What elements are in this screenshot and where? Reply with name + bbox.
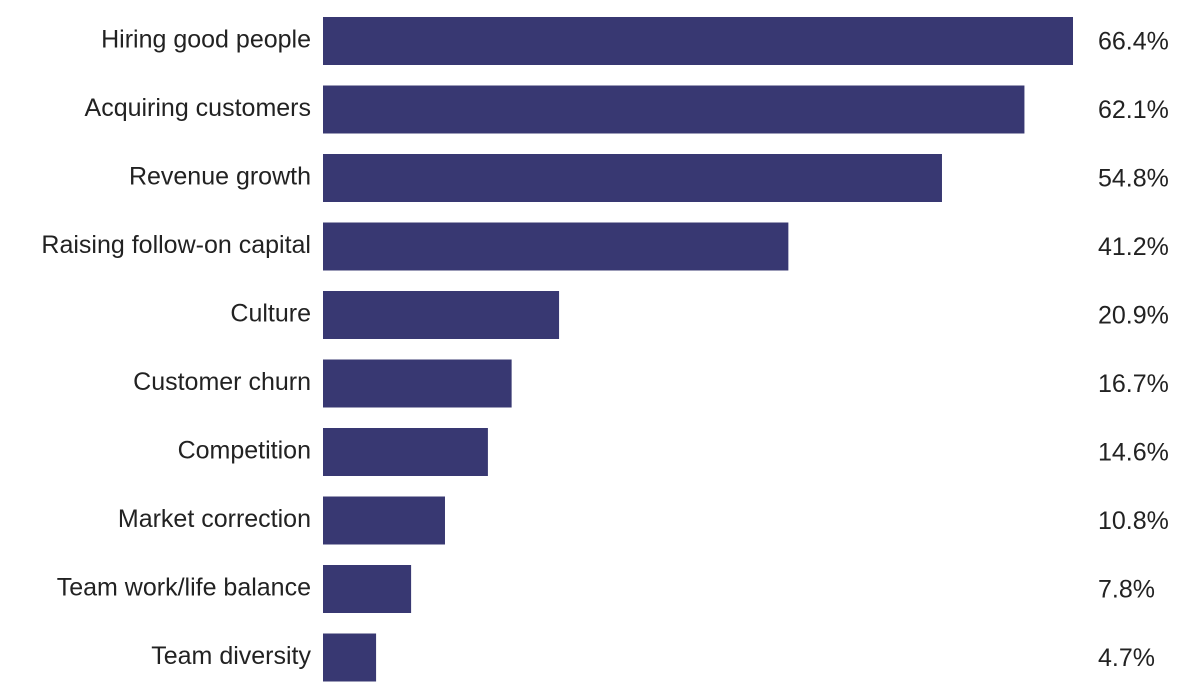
value-label: 62.1% bbox=[1098, 96, 1169, 124]
bar bbox=[323, 496, 445, 545]
bar bbox=[323, 428, 488, 476]
value-label: 20.9% bbox=[1098, 302, 1169, 330]
category-label: Revenue growth bbox=[129, 163, 311, 191]
value-label: 66.4% bbox=[1098, 28, 1169, 56]
bar bbox=[323, 222, 789, 271]
category-label: Customer churn bbox=[133, 368, 311, 396]
value-label: 4.7% bbox=[1098, 644, 1155, 672]
category-label: Competition bbox=[178, 437, 311, 465]
value-label: 10.8% bbox=[1098, 507, 1169, 535]
bar bbox=[323, 154, 942, 202]
value-label: 16.7% bbox=[1098, 370, 1169, 398]
category-label: Market correction bbox=[118, 505, 311, 533]
value-label: 54.8% bbox=[1098, 165, 1169, 193]
category-label: Raising follow-on capital bbox=[41, 231, 311, 259]
bar bbox=[323, 359, 512, 408]
category-label: Culture bbox=[230, 300, 311, 328]
category-label: Acquiring customers bbox=[85, 94, 311, 122]
value-label: 41.2% bbox=[1098, 233, 1169, 261]
category-label: Hiring good people bbox=[101, 26, 311, 54]
bar bbox=[323, 17, 1073, 65]
bar bbox=[323, 291, 560, 339]
bar bbox=[323, 633, 377, 682]
bar bbox=[323, 565, 412, 613]
category-label: Team diversity bbox=[151, 642, 311, 670]
category-label: Team work/life balance bbox=[57, 574, 311, 602]
value-label: 7.8% bbox=[1098, 576, 1155, 604]
bar bbox=[323, 85, 1025, 134]
value-label: 14.6% bbox=[1098, 439, 1169, 467]
